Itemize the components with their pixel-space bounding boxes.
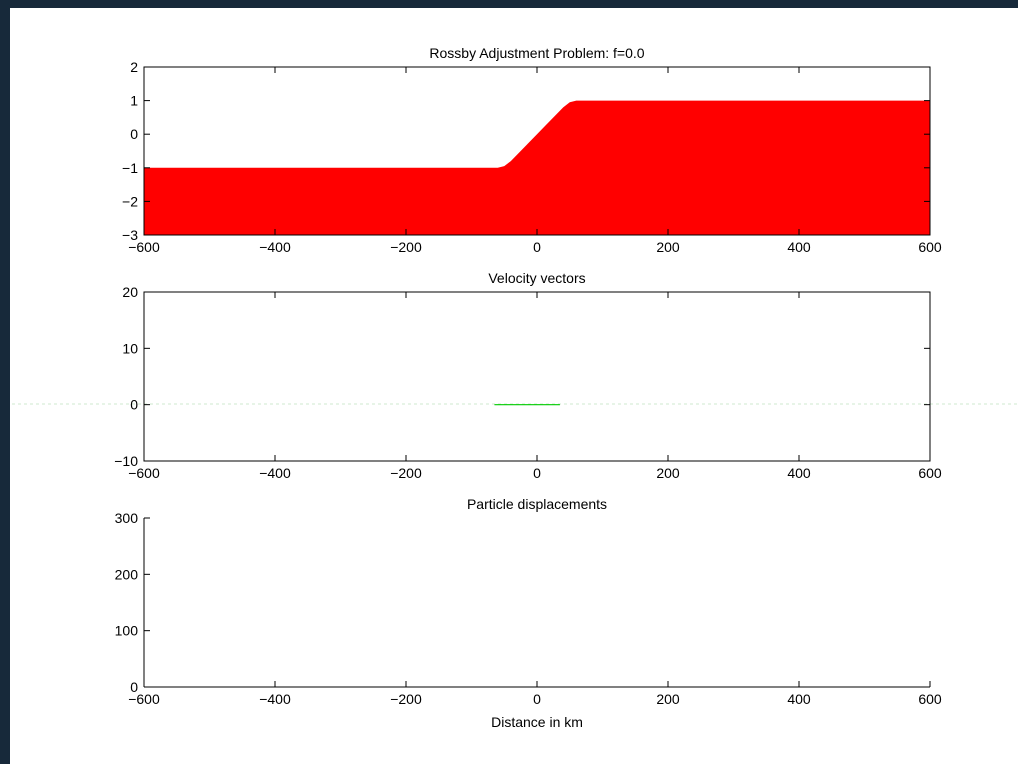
x-tick-label: 200: [656, 465, 680, 481]
y-tick-label: −10: [114, 453, 138, 469]
chart-title: Velocity vectors: [488, 270, 585, 286]
x-tick-label: −400: [259, 465, 291, 481]
subplot-1: −600 −400 −200 0 200 400 600 −3 −2 −1 0 1 2 Rossby Ad…: [122, 45, 942, 255]
y-tick-label: 0: [130, 126, 138, 142]
x-tick-label: −600: [128, 465, 160, 481]
y-tick-label: 2: [130, 59, 138, 75]
x-tick-label: 400: [787, 691, 811, 707]
area-fill: [144, 100, 930, 235]
x-tick-label: −600: [128, 691, 160, 707]
y-tick-label: 0: [130, 679, 138, 695]
x-tick-label: −400: [259, 691, 291, 707]
x-tick-label: 400: [787, 465, 811, 481]
x-tick-label: 600: [918, 465, 942, 481]
x-tick-label: 400: [787, 239, 811, 255]
x-tick-label: 600: [918, 239, 942, 255]
chart-title: Rossby Adjustment Problem: f=0.0: [429, 45, 644, 61]
x-tick-label: −200: [390, 239, 422, 255]
y-tick-label: 0: [130, 397, 138, 413]
x-tick-label: −200: [390, 691, 422, 707]
x-tick-label: 0: [533, 239, 541, 255]
y-tick-label: 200: [115, 566, 139, 582]
y-tick-label: 300: [115, 510, 139, 526]
x-tick-label: −600: [128, 239, 160, 255]
y-tick-label: −3: [122, 227, 138, 243]
y-tick-label: 10: [122, 340, 138, 356]
y-tick-label: −1: [122, 160, 138, 176]
x-tick-label: 200: [656, 691, 680, 707]
y-tick-label: 100: [115, 623, 139, 639]
subplot-2: −600 −400 −200 0 200 400 600 −10 0 10 20 Velocity v…: [114, 270, 942, 481]
x-tick-label: 600: [918, 691, 942, 707]
x-tick-label: 0: [533, 691, 541, 707]
figure-panel: −600 −400 −200 0 200 400 600 −3 −2 −1 0 1 2 Rossby Ad…: [10, 8, 1018, 764]
x-tick-label: 200: [656, 239, 680, 255]
y-tick-label: 20: [122, 284, 138, 300]
y-tick-label: −2: [122, 193, 138, 209]
x-tick-label: 0: [533, 465, 541, 481]
y-tick-label: 1: [130, 93, 138, 109]
chart-title: Particle displacements: [467, 496, 607, 512]
subplot-3: −600 −400 −200 0 200 400 600 0 100 200 300 Particle…: [115, 496, 942, 730]
axes-box: [143, 291, 931, 462]
x-tick-label: −400: [259, 239, 291, 255]
x-tick-label: −200: [390, 465, 422, 481]
x-axis-label: Distance in km: [491, 714, 583, 730]
